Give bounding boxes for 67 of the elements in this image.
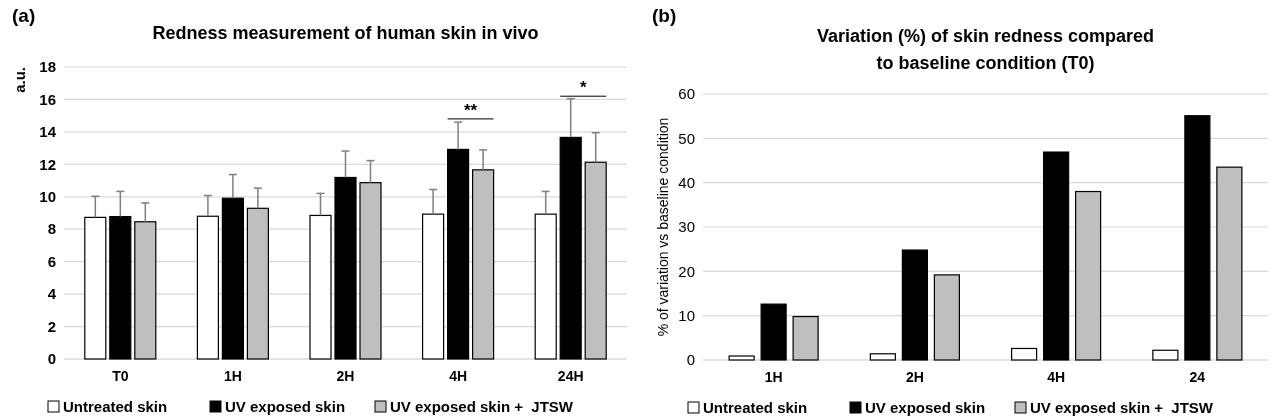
- bar: [534, 213, 557, 360]
- x-tick-label: 4H: [1047, 369, 1066, 385]
- y-tick-label: 0: [686, 351, 695, 369]
- legend-label: UV exposed skin + JTSW: [1030, 399, 1214, 416]
- bar: [472, 169, 495, 360]
- y-tick-label: 6: [47, 252, 56, 270]
- bar: [1043, 151, 1070, 361]
- bar: [901, 249, 928, 361]
- annotation: *: [579, 78, 587, 98]
- x-tick-label: 2H: [905, 369, 924, 385]
- bar: [134, 221, 157, 360]
- legend-label: UV exposed skin: [225, 398, 346, 415]
- bar: [933, 274, 960, 361]
- y-tick-label: 10: [678, 306, 695, 324]
- bar: [1011, 347, 1038, 361]
- y-tick-label: 0: [47, 350, 56, 368]
- y-tick-label: 20: [678, 262, 695, 280]
- bar: [422, 213, 445, 360]
- chart-title: Variation (%) of skin redness compared to baseline condition (T0): [816, 26, 1155, 73]
- bar: [246, 207, 269, 360]
- x-tick-label: T0: [112, 368, 129, 384]
- bar: [109, 215, 132, 360]
- x-tick-label: 24: [1189, 369, 1206, 385]
- y-tick-label: 30: [678, 218, 695, 236]
- bar: [334, 176, 357, 360]
- legend-label: UV exposed skin + JTSW: [390, 398, 574, 415]
- x-tick-label: 4H: [449, 368, 468, 384]
- bar: [359, 182, 382, 360]
- bar: [1152, 349, 1179, 361]
- chart-title: Redness measurement of human skin in vivo: [152, 23, 539, 43]
- y-tick-label: 40: [678, 173, 695, 191]
- bar: [584, 161, 607, 360]
- x-tick-label: 2H: [336, 368, 355, 384]
- x-tick-label: 1H: [764, 369, 783, 385]
- bar: [309, 214, 332, 360]
- annotation: **: [463, 100, 478, 120]
- bar: [447, 148, 470, 360]
- y-tick-label: 10: [39, 188, 56, 206]
- x-tick-label: 24H: [557, 368, 584, 384]
- y-axis-title: a.u.: [11, 67, 29, 93]
- bar: [869, 353, 896, 361]
- bar: [760, 303, 787, 361]
- y-tick-label: 18: [39, 58, 56, 76]
- legend-label: Untreated skin: [703, 399, 808, 416]
- bar: [196, 215, 219, 360]
- bar: [1184, 115, 1211, 361]
- bar: [84, 216, 107, 360]
- y-tick-label: 14: [39, 123, 57, 141]
- text: (a): [12, 5, 36, 26]
- y-axis-title: % of variation vs baseline condition: [655, 117, 671, 337]
- bar: [728, 355, 755, 361]
- bar: [792, 315, 819, 361]
- legend-label: Untreated skin: [63, 398, 168, 415]
- y-tick-label: 50: [678, 129, 695, 147]
- y-tick-label: 16: [39, 90, 56, 108]
- bar: [559, 136, 582, 360]
- bar: [221, 197, 244, 360]
- bar: [1216, 166, 1243, 361]
- y-tick-label: 60: [678, 85, 695, 103]
- legend-label: UV exposed skin: [865, 399, 986, 416]
- y-tick-label: 12: [39, 155, 56, 173]
- y-tick-label: 4: [47, 285, 57, 303]
- y-tick-label: 8: [47, 220, 56, 238]
- x-tick-label: 1H: [223, 368, 242, 384]
- bar: [1075, 190, 1102, 361]
- y-tick-label: 2: [47, 317, 56, 335]
- text: (b): [652, 5, 677, 26]
